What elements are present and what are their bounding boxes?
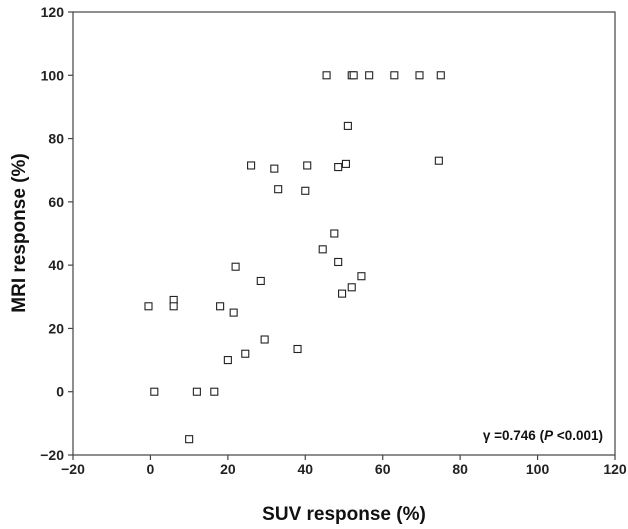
x-tick-label: 120: [603, 461, 627, 477]
correlation-annotation: γ =0.746 (P <0.001): [483, 428, 603, 443]
x-tick-label: 100: [526, 461, 550, 477]
data-point: [322, 71, 331, 80]
data-point: [303, 161, 312, 170]
x-axis: −20 0 20 40 60 80 100 120: [61, 455, 627, 477]
data-point: [390, 71, 399, 80]
data-point: [343, 121, 352, 130]
x-tick-label: 60: [375, 461, 391, 477]
y-tick-label: 40: [48, 257, 64, 273]
data-point: [216, 302, 225, 311]
data-point: [241, 349, 250, 358]
data-point: [210, 387, 219, 396]
data-point: [231, 262, 240, 271]
data-point: [338, 289, 347, 298]
data-point: [247, 161, 256, 170]
annotation-prefix: γ =0.746 (: [483, 428, 545, 443]
y-axis: −20 0 20 40 60 80 100 120: [40, 4, 73, 463]
data-point: [192, 387, 201, 396]
data-point: [365, 71, 374, 80]
x-tick-label: 20: [220, 461, 236, 477]
y-tick-label: 60: [48, 194, 64, 210]
annotation-suffix: <0.001): [553, 428, 603, 443]
data-point: [334, 257, 343, 267]
data-points: [144, 71, 445, 444]
data-point: [274, 185, 283, 194]
y-tick-label: 20: [48, 320, 64, 336]
data-point: [436, 71, 445, 80]
data-point: [347, 283, 356, 292]
data-point: [330, 229, 339, 238]
y-axis-title: MRI response (%): [9, 153, 30, 312]
data-point: [150, 387, 159, 396]
data-point: [349, 71, 358, 80]
data-point: [169, 302, 178, 311]
x-axis-title: SUV response (%): [262, 504, 426, 525]
data-point: [270, 164, 279, 173]
x-tick-label: 40: [297, 461, 313, 477]
data-point: [223, 356, 232, 365]
data-point: [334, 163, 343, 172]
y-tick-label: 80: [48, 131, 64, 147]
x-tick-label: 80: [452, 461, 468, 477]
y-tick-label: 0: [56, 384, 64, 400]
data-point: [293, 344, 302, 354]
x-tick-label: 0: [147, 461, 155, 477]
data-point: [144, 302, 153, 311]
annotation-italic: P: [544, 428, 554, 443]
data-point: [185, 435, 194, 444]
plot-area: [72, 11, 616, 456]
data-point: [357, 272, 366, 281]
data-point: [434, 156, 443, 165]
data-point: [260, 335, 269, 344]
data-point: [301, 186, 310, 195]
data-point: [256, 276, 265, 286]
y-tick-label: 100: [41, 67, 65, 83]
data-point: [318, 245, 327, 254]
y-tick-label: −20: [40, 447, 64, 463]
data-point: [229, 308, 238, 317]
y-tick-label: 120: [41, 4, 65, 20]
data-point: [341, 159, 350, 168]
data-point: [415, 71, 424, 80]
x-tick-label: −20: [61, 461, 85, 477]
